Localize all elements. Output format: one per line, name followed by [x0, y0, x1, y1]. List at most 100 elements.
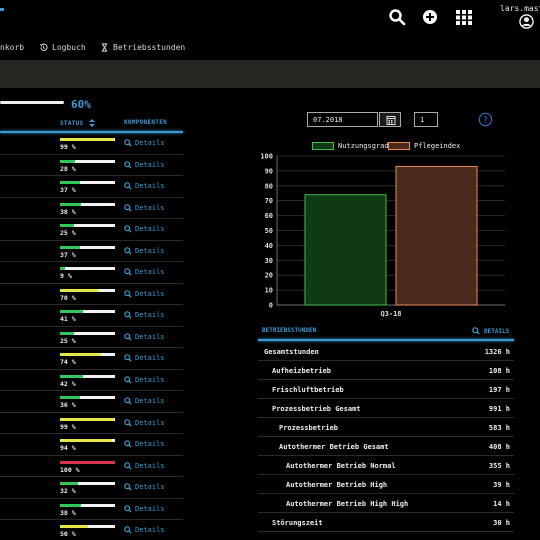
status-progress-bar — [60, 267, 115, 270]
details-link[interactable]: Details — [124, 376, 165, 384]
search-icon — [124, 526, 132, 534]
details-link[interactable]: Details — [124, 268, 165, 276]
hours-label: Autothermer Betrieb High High — [286, 500, 409, 508]
betriebsstunden-details-link[interactable]: DETAILS — [472, 327, 509, 335]
search-icon — [124, 418, 132, 427]
hours-row: Autothermer Betrieb High 39 h — [258, 475, 514, 494]
status-progress-fill — [60, 353, 101, 356]
details-link[interactable]: Details — [124, 419, 165, 427]
table-row: 99 % Details — [0, 133, 183, 155]
nav-item-label: nkorb — [0, 43, 25, 52]
table-header-divider — [0, 131, 183, 133]
hours-row: Prozessbetrieb Gesamt 991 h — [258, 399, 514, 418]
status-percent: 25 % — [60, 229, 76, 237]
status-progress-fill — [60, 503, 81, 507]
nav-item-warenkorb[interactable]: nkorb — [0, 43, 24, 52]
status-percent: 36 % — [60, 401, 76, 409]
details-link[interactable]: Details — [124, 311, 165, 319]
status-percent: 25 % — [60, 336, 76, 345]
hours-label: Gesamtstunden — [264, 348, 319, 356]
details-link[interactable]: Details — [124, 247, 165, 255]
hours-row: Störungszeit 30 h — [258, 513, 514, 532]
overall-progress-bar — [0, 101, 64, 104]
status-progress-bar — [60, 138, 115, 141]
details-link[interactable]: Details — [124, 440, 165, 448]
usage-bar-chart: 0 10 20 30 40 50 60 70 80 90 100 Q3-18 — [260, 153, 505, 318]
column-header-status[interactable]: STATUS — [60, 119, 96, 127]
hours-row: Aufheizbetrieb 108 h — [258, 361, 514, 380]
status-progress-fill — [60, 224, 74, 227]
status-progress-bar — [60, 288, 115, 292]
details-link[interactable]: Details — [124, 354, 165, 362]
hours-value: 108 h — [488, 367, 510, 375]
date-input[interactable]: 07.2018 — [307, 112, 378, 127]
details-link[interactable]: Details — [124, 290, 165, 298]
nav-item-label: Logbuch — [52, 43, 86, 52]
details-link[interactable]: Details — [124, 182, 165, 190]
status-percent: 50 % — [60, 530, 76, 538]
nav-item-logbuch[interactable]: Logbuch — [39, 43, 86, 52]
status-progress-fill — [60, 181, 81, 184]
hours-value: 408 h — [488, 443, 510, 451]
table-row: 74 % Details — [0, 348, 183, 370]
status-progress-bar — [60, 503, 115, 507]
status-progress-bar — [60, 353, 115, 356]
table-row: 94 % Details — [0, 434, 183, 456]
details-label: Details — [135, 160, 165, 169]
status-progress-bar — [60, 310, 115, 313]
calendar-button[interactable] — [379, 112, 401, 127]
status-percent: 41 % — [60, 315, 76, 323]
details-link[interactable]: Details — [124, 333, 165, 341]
search-icon — [124, 246, 132, 255]
legend-swatch — [312, 142, 334, 150]
search-icon[interactable] — [388, 8, 406, 26]
toolbar-strip — [0, 60, 540, 88]
details-label: Details — [135, 246, 165, 255]
search-icon — [124, 440, 132, 448]
hours-label: Prozessbetrieb — [279, 424, 339, 432]
user-circle-icon[interactable] — [519, 14, 534, 29]
hourglass-icon — [101, 43, 108, 52]
details-link[interactable]: Details — [124, 161, 165, 169]
table-row: 28 % Details — [0, 155, 183, 176]
details-link[interactable]: Details — [124, 462, 165, 470]
svg-text:?: ? — [483, 115, 487, 125]
status-progress-fill — [60, 482, 78, 485]
table-row: 9 % Details — [0, 262, 183, 284]
search-icon — [124, 139, 132, 147]
details-label: Details — [135, 397, 165, 405]
search-icon — [472, 327, 480, 335]
hours-label: Autothermer Betrieb Gesamt — [279, 443, 389, 451]
table-row: 37 % Details — [0, 176, 183, 198]
hours-label: Frischluftbetrieb — [272, 386, 344, 394]
search-icon — [124, 182, 132, 190]
details-link[interactable]: Details — [124, 225, 165, 233]
details-link[interactable]: Details — [124, 397, 165, 405]
details-link[interactable]: Details — [124, 139, 165, 147]
hours-row: Prozessbetrieb 583 h — [258, 418, 514, 437]
status-progress-fill — [60, 331, 74, 335]
legend-item-pflegeindex: Pflegeindex — [388, 142, 460, 150]
status-progress-bar — [60, 396, 115, 399]
details-link[interactable]: Details — [124, 505, 165, 513]
hours-row: Autothermer Betrieb High High 14 h — [258, 494, 514, 513]
help-icon[interactable]: ? — [478, 112, 493, 127]
status-percent: 70 % — [60, 293, 76, 302]
bar-nutzungsgrad — [304, 194, 387, 306]
number-input[interactable]: 1 — [414, 112, 438, 127]
details-link[interactable]: Details — [124, 526, 165, 534]
details-link[interactable]: Details — [124, 483, 165, 491]
status-progress-fill — [60, 460, 115, 464]
nav-item-betriebsstunden[interactable]: Betriebsstunden — [100, 43, 185, 52]
grid-icon[interactable] — [455, 8, 473, 26]
details-label: Details — [135, 483, 165, 491]
hours-row: Gesamtstunden 1326 h — [258, 342, 514, 361]
details-label: Details — [135, 418, 165, 427]
user-name[interactable]: lars.mast( — [500, 4, 540, 13]
details-link[interactable]: Details — [124, 204, 165, 212]
history-icon — [39, 43, 48, 51]
status-percent: 28 % — [60, 164, 76, 173]
calendar-icon — [386, 116, 396, 125]
y-tick-label: 0 — [269, 302, 273, 310]
plus-circle-icon[interactable] — [421, 8, 439, 26]
